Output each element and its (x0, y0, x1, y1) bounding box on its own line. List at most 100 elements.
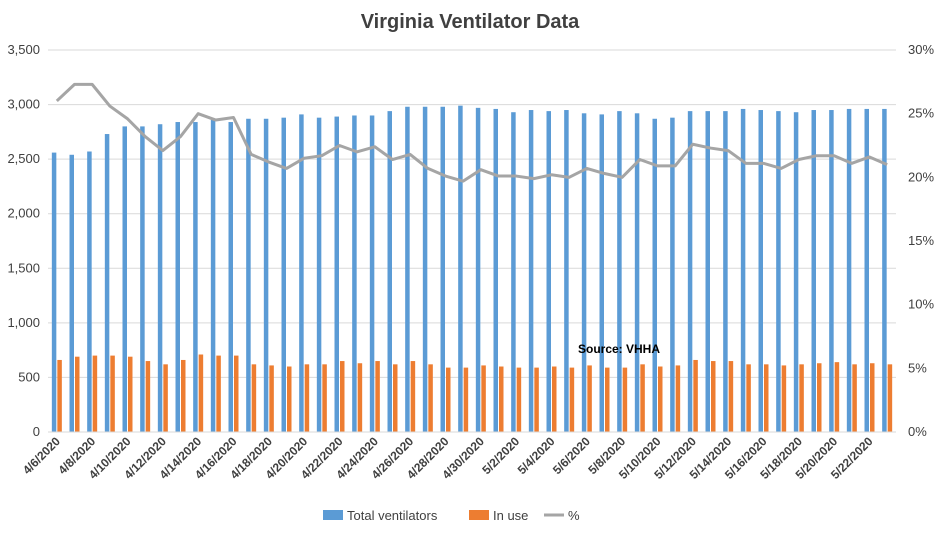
bar-in-use (675, 365, 681, 432)
bar-total-ventilators (228, 122, 233, 432)
bar-in-use (587, 365, 592, 432)
bar-total-ventilators (316, 117, 322, 432)
bar-in-use (834, 362, 840, 432)
bar-in-use (711, 361, 716, 432)
legend-swatch (469, 510, 489, 520)
legend-label: Total ventilators (347, 508, 438, 523)
bar-in-use (446, 367, 451, 432)
bar-in-use (622, 367, 628, 432)
y-left-tick-label: 3,000 (7, 97, 40, 112)
bar-total-ventilators (846, 108, 852, 433)
bar-in-use (269, 365, 274, 432)
y-right-tick-label: 15% (908, 233, 934, 248)
bar-in-use (128, 356, 133, 432)
bar-in-use (658, 366, 663, 432)
bar-in-use (393, 364, 398, 432)
bar-total-ventilators (422, 106, 428, 433)
bar-total-ventilators (193, 122, 198, 432)
bar-in-use (516, 367, 522, 432)
bar-in-use (534, 367, 539, 432)
bar-in-use (746, 364, 751, 432)
y-left-tick-label: 500 (18, 369, 40, 384)
y-right-tick-label: 20% (908, 169, 934, 184)
bar-in-use (799, 364, 804, 432)
bar-in-use (340, 361, 345, 432)
bar-total-ventilators (864, 108, 869, 433)
bar-total-ventilators (652, 118, 657, 432)
bar-in-use (428, 364, 433, 432)
bar-total-ventilators (776, 111, 781, 433)
bar-total-ventilators (458, 105, 463, 433)
bar-total-ventilators (882, 108, 887, 433)
bar-in-use (781, 365, 787, 432)
bar-in-use (375, 361, 380, 432)
bar-total-ventilators (140, 126, 145, 433)
bar-total-ventilators (175, 122, 180, 432)
bar-in-use (887, 364, 893, 432)
y-left-tick-label: 1,500 (7, 260, 40, 275)
bar-in-use (852, 364, 857, 432)
bar-total-ventilators (493, 108, 498, 433)
bar-total-ventilators (829, 110, 834, 433)
bar-total-ventilators (51, 152, 57, 432)
bar-in-use (234, 355, 239, 432)
bar-total-ventilators (670, 117, 675, 432)
bar-in-use (251, 364, 257, 432)
bar-total-ventilators (299, 114, 304, 432)
bar-total-ventilators (599, 114, 604, 432)
bar-in-use (640, 364, 645, 432)
bar-in-use (57, 359, 62, 432)
y-left-tick-label: 2,000 (7, 206, 40, 221)
bars (51, 105, 893, 433)
bar-total-ventilators (511, 112, 516, 432)
bar-in-use (693, 359, 698, 432)
bar-in-use (463, 367, 469, 432)
bar-total-ventilators (475, 107, 481, 433)
bar-total-ventilators (157, 124, 163, 433)
bar-total-ventilators (723, 111, 728, 433)
bar-in-use (322, 364, 327, 432)
bar-total-ventilators (69, 154, 74, 432)
chart-title: Virginia Ventilator Data (361, 11, 580, 33)
bar-in-use (75, 356, 80, 432)
bar-in-use (357, 363, 363, 432)
y-left-tick-label: 0 (33, 424, 40, 439)
y-right-tick-label: 0% (908, 424, 927, 439)
bar-total-ventilators (528, 110, 534, 433)
bar-total-ventilators (811, 110, 816, 433)
bar-in-use (569, 367, 575, 432)
bar-in-use (728, 361, 734, 432)
bar-total-ventilators (758, 110, 763, 433)
bar-in-use (410, 361, 416, 432)
bar-in-use (181, 359, 186, 432)
bar-in-use (764, 364, 769, 432)
bar-in-use (481, 365, 486, 432)
bar-total-ventilators (705, 111, 710, 433)
legend: Total ventilators In use% (323, 508, 580, 523)
bar-in-use (870, 363, 875, 432)
bar-total-ventilators (581, 113, 587, 432)
bar-total-ventilators (617, 111, 622, 433)
bar-total-ventilators (281, 117, 286, 432)
bar-total-ventilators (369, 115, 375, 432)
bar-in-use (92, 355, 98, 432)
bar-total-ventilators (740, 108, 746, 433)
bar-total-ventilators (405, 106, 410, 433)
bar-in-use (605, 367, 610, 432)
bar-total-ventilators (634, 113, 640, 432)
bar-total-ventilators (263, 118, 269, 432)
bar-total-ventilators (440, 106, 445, 433)
percent-line (55, 82, 888, 183)
annotation-group: Source: VHHA (578, 342, 660, 356)
gridlines (48, 49, 896, 378)
bar-total-ventilators (334, 116, 339, 432)
bar-in-use (817, 363, 822, 432)
bar-total-ventilators (246, 118, 251, 432)
bar-total-ventilators (387, 111, 392, 433)
y-left-tick-label: 2,500 (7, 151, 40, 166)
bar-total-ventilators (564, 110, 569, 433)
bar-in-use (163, 364, 168, 432)
bar-total-ventilators (546, 111, 551, 433)
